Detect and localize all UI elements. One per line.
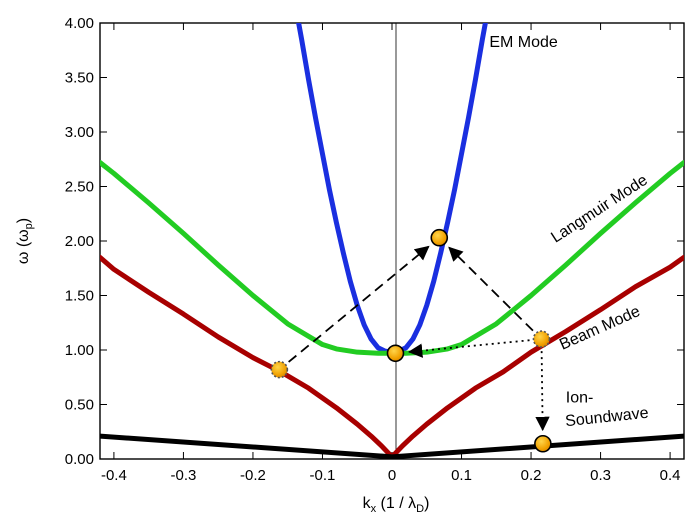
- x-tick-label: 0.2: [521, 467, 542, 484]
- y-tick-label: 4.00: [65, 15, 94, 32]
- x-tick-label: -0.3: [170, 467, 196, 484]
- y-tick-label: 0.50: [65, 397, 94, 414]
- transition-arrows: [288, 245, 550, 432]
- x-axis-label: kx (1 / λD): [363, 495, 430, 515]
- mode-points: [270, 228, 552, 453]
- x-tick-label: 0: [388, 467, 396, 484]
- y-tick-label: 0.00: [65, 451, 94, 468]
- arrow-right-to-upper: [448, 246, 534, 332]
- y-tick-label: 3.00: [65, 124, 94, 141]
- y-tick-label: 3.50: [65, 70, 94, 87]
- label-ion1: Ion-: [566, 389, 594, 406]
- point-em-upper: [430, 228, 449, 247]
- x-tick-label: 0.4: [660, 467, 681, 484]
- y-axis-ticks: 0.00 0.50 1.00 1.50 2.00 2.50 3.00 3.50 4.00: [65, 15, 684, 468]
- y-tick-label: 1.50: [65, 288, 94, 305]
- x-tick-label: 0.3: [590, 467, 611, 484]
- arrow-left-to-upper: [288, 245, 430, 363]
- y-tick-label: 1.00: [65, 342, 94, 359]
- y-axis-label: ω (ωp): [15, 218, 35, 264]
- point-beam-right: [532, 330, 551, 348]
- x-axis-ticks: -0.4 -0.3 -0.2 -0.1 0 0.1 0.2 0.3 0.4: [101, 23, 681, 484]
- y-tick-label: 2.50: [65, 179, 94, 196]
- arrow-right-to-lower: [407, 339, 530, 358]
- x-tick-label: -0.1: [310, 467, 336, 484]
- point-beam-left: [270, 360, 289, 379]
- x-tick-label: 0.1: [451, 467, 472, 484]
- y-tick-label: 2.00: [65, 233, 94, 250]
- ion-curve: [100, 433, 684, 459]
- x-tick-label: -0.2: [240, 467, 266, 484]
- arrow-right-to-ion: [535, 351, 550, 432]
- plot-frame: [99, 22, 685, 460]
- point-em-lower: [386, 344, 405, 363]
- x-tick-label: -0.4: [101, 467, 127, 484]
- point-ion-point: [534, 434, 552, 453]
- label-em: EM Mode: [489, 34, 558, 51]
